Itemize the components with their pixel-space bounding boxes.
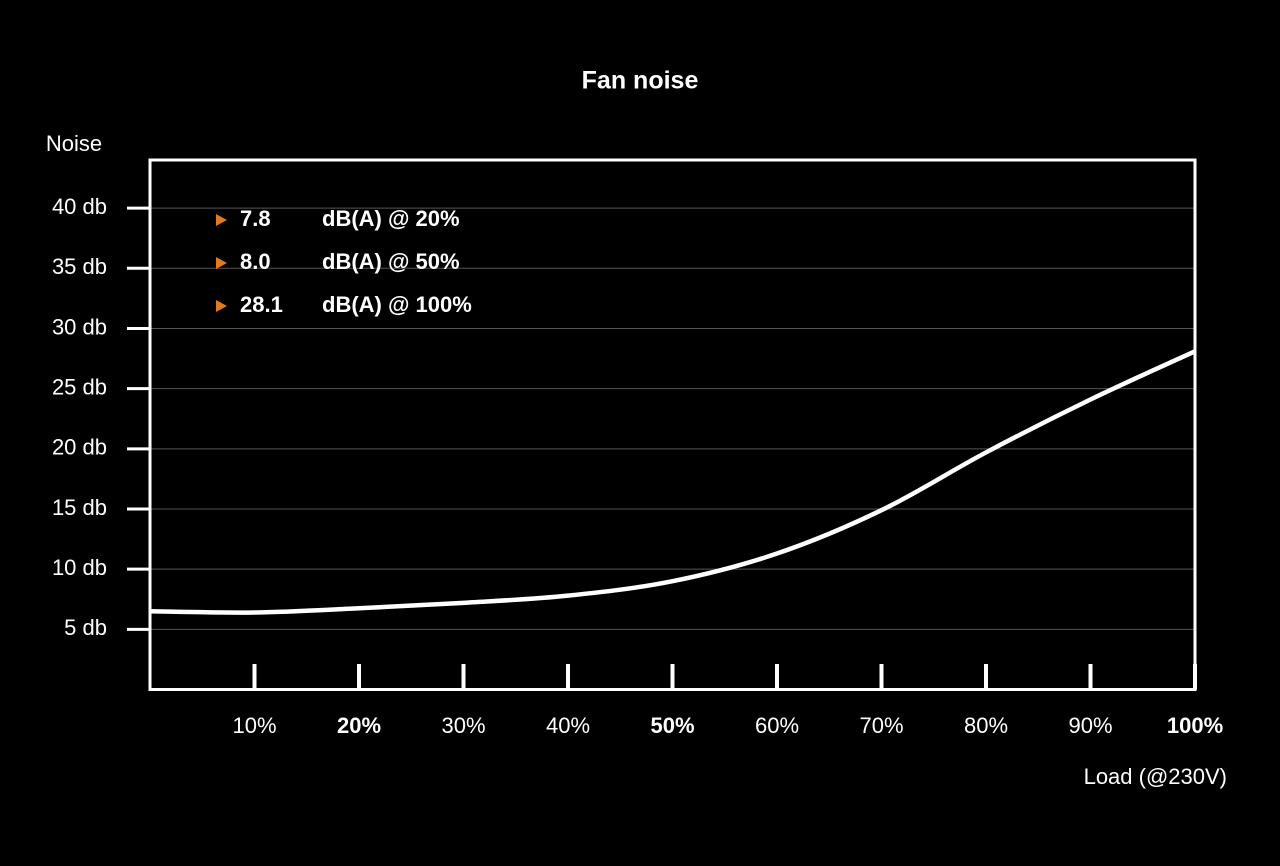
annotation-text: dB(A) @ 50% <box>322 249 460 274</box>
annotation-value: 28.1 <box>240 292 283 317</box>
annotation-marker <box>216 214 227 226</box>
annotation-value: 8.0 <box>240 249 271 274</box>
x-tick-label: 30% <box>441 713 485 738</box>
x-axis-label: Load (@230V) <box>1084 764 1227 789</box>
annotation-text: dB(A) @ 100% <box>322 292 472 317</box>
y-tick-label: 5 db <box>64 615 107 640</box>
y-tick-label: 40 db <box>52 194 107 219</box>
chart-title: Fan noise <box>582 67 699 95</box>
x-tick-label: 20% <box>337 713 381 738</box>
annotation-marker <box>216 300 227 312</box>
y-tick-label: 30 db <box>52 314 107 339</box>
x-tick-label: 40% <box>546 713 590 738</box>
annotation-text: dB(A) @ 20% <box>322 206 460 231</box>
y-tick-label: 15 db <box>52 495 107 520</box>
y-tick-label: 10 db <box>52 555 107 580</box>
x-tick-label: 50% <box>650 713 694 738</box>
plot-frame <box>148 158 1197 691</box>
x-tick-label: 80% <box>964 713 1008 738</box>
x-tick-label: 100% <box>1167 713 1223 738</box>
x-tick-label: 90% <box>1068 713 1112 738</box>
y-tick-label: 35 db <box>52 254 107 279</box>
y-tick-label: 25 db <box>52 374 107 399</box>
x-tick-label: 10% <box>232 713 276 738</box>
line <box>149 349 1196 615</box>
y-tick-label: 20 db <box>52 435 107 460</box>
x-tick-label: 70% <box>859 713 903 738</box>
y-axis-label: Noise <box>46 131 102 156</box>
annotation-marker <box>216 257 227 269</box>
x-tick-label: 60% <box>755 713 799 738</box>
annotation-value: 7.8 <box>240 206 271 231</box>
